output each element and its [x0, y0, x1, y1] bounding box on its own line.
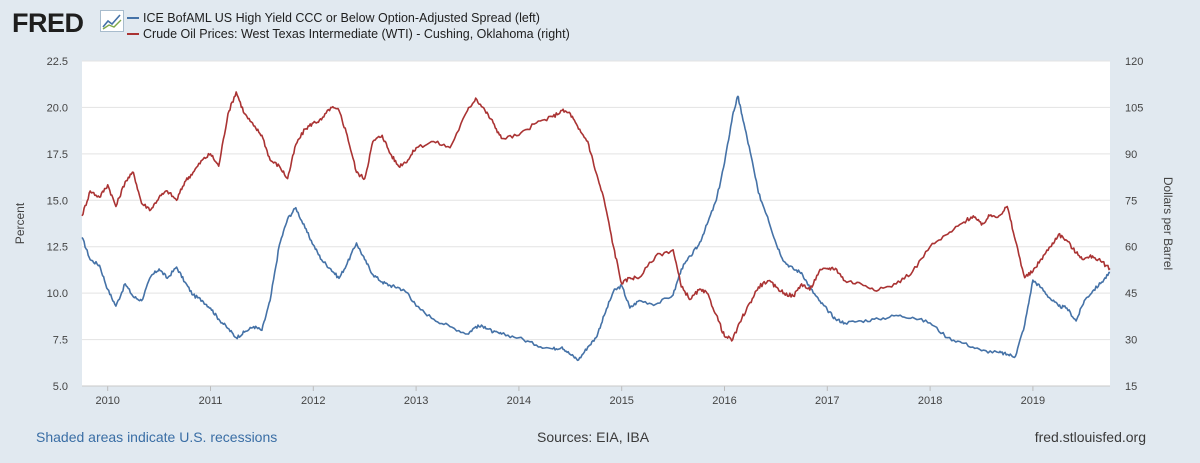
y-left-tick-label-2: 10.0	[47, 288, 68, 300]
y-left-tick-label-3: 12.5	[47, 242, 68, 254]
x-tick-label-3: 2013	[404, 395, 428, 407]
y-right-tick-label-4: 75	[1125, 195, 1137, 207]
y-left-tick-label-1: 7.5	[53, 335, 68, 347]
x-tick-label-9: 2019	[1021, 395, 1045, 407]
y-axis-title-left: Percent	[13, 202, 27, 244]
x-tick-label-6: 2016	[712, 395, 736, 407]
legend-label-spread: ICE BofAML US High Yield CCC or Below Op…	[143, 11, 540, 25]
y-left-tick-label-0: 5.0	[53, 381, 68, 393]
line-chart-icon	[100, 10, 124, 32]
y-left-tick-label-5: 17.5	[47, 149, 68, 161]
y-right-tick-label-2: 45	[1125, 288, 1137, 300]
series-line-wti	[81, 91, 1111, 342]
legend-item-wti[interactable]: Crude Oil Prices: West Texas Intermediat…	[127, 26, 570, 42]
legend-swatch-wti	[127, 33, 139, 35]
y-left-tick-label-7: 22.5	[47, 56, 68, 68]
legend-label-wti: Crude Oil Prices: West Texas Intermediat…	[143, 27, 570, 41]
x-tick-label-1: 2011	[199, 395, 223, 407]
legend: ICE BofAML US High Yield CCC or Below Op…	[127, 10, 570, 42]
series-line-spread	[81, 95, 1111, 362]
x-tick-label-0: 2010	[95, 395, 119, 407]
fred-logo[interactable]: FRED	[12, 8, 84, 38]
chart-svg[interactable]: 5.0 7.5 10.0 12.5 15.0 17.5 20.0 22.5 15 30 45 60 75…	[0, 0, 1200, 425]
site-link[interactable]: fred.stlouisfed.org	[1034, 429, 1146, 445]
y-right-tick-label-6: 105	[1125, 102, 1143, 114]
y-right-tick-label-5: 90	[1125, 149, 1137, 161]
y-right-tick-label-1: 30	[1125, 335, 1137, 347]
x-tick-label-2: 2012	[301, 395, 325, 407]
chart-area: 5.0 7.5 10.0 12.5 15.0 17.5 20.0 22.5 15 30 45 60 75…	[0, 0, 1200, 425]
x-tick-label-7: 2017	[815, 395, 839, 407]
y-left-tick-label-4: 15.0	[47, 195, 68, 207]
y-right-tick-label-3: 60	[1125, 242, 1137, 254]
sources-text: Sources: EIA, IBA	[537, 429, 650, 445]
legend-item-spread[interactable]: ICE BofAML US High Yield CCC or Below Op…	[127, 10, 570, 26]
y-axis-title-right: Dollars per Barrel	[1161, 177, 1175, 270]
x-tick-label-5: 2015	[609, 395, 633, 407]
recession-note-link[interactable]: Shaded areas indicate U.S. recessions	[36, 429, 278, 445]
y-left-tick-label-6: 20.0	[47, 102, 68, 114]
y-right-tick-label-0: 15	[1125, 381, 1137, 393]
x-tick-label-4: 2014	[507, 395, 531, 407]
legend-swatch-spread	[127, 17, 139, 19]
y-right-tick-label-7: 120	[1125, 56, 1143, 68]
x-tick-label-8: 2018	[918, 395, 942, 407]
